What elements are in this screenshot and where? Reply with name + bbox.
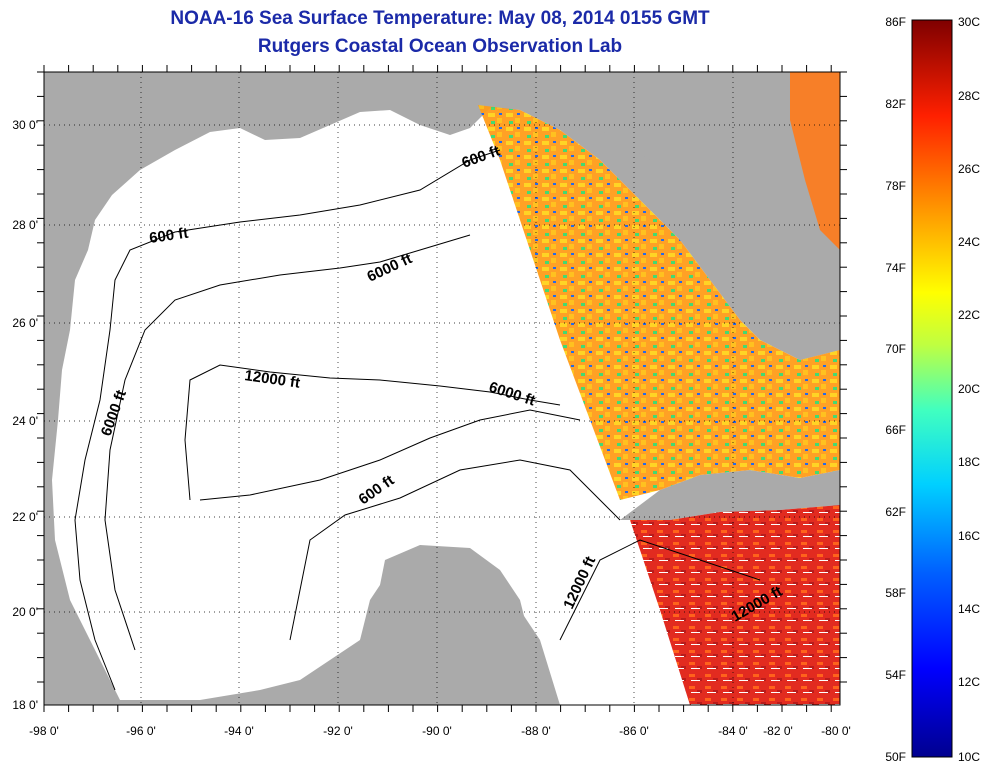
y-tick-label: 26 0': [12, 316, 38, 330]
colorbar-f-labels: 86F 82F 78F 74F 70F 66F 62F 58F 54F 50F: [885, 15, 906, 764]
colorbar-c-label: 30C: [958, 15, 980, 29]
colorbar-c-label: 12C: [958, 675, 980, 689]
x-tick-label: -98 0': [29, 724, 59, 738]
contour-600ft-south: [289, 459, 621, 641]
plot-frame: [43, 71, 841, 706]
colorbar-f-label: 50F: [885, 750, 906, 764]
colorbar-c-label: 22C: [958, 308, 980, 322]
cuba-land: [620, 470, 840, 520]
x-tick-label: -96 0': [126, 724, 156, 738]
colorbar-f-label: 86F: [885, 15, 906, 29]
colorbar-f-label: 58F: [885, 586, 906, 600]
contour-12000ft-east: [559, 539, 761, 641]
colorbar: [911, 19, 953, 758]
contour-6000ft-south: [199, 409, 581, 501]
y-tick-label: 24 0': [12, 414, 38, 428]
y-tick-label: 30 0': [12, 118, 38, 132]
axis-ticks: [37, 65, 847, 712]
colorbar-f-label: 82F: [885, 97, 906, 111]
colorbar-c-labels: 30C 28C 26C 24C 22C 20C 18C 16C 14C 12C …: [958, 15, 980, 764]
x-axis-labels: -98 0' -96 0' -94 0' -92 0' -90 0' -88 0…: [29, 724, 851, 738]
contour-6000ft: [104, 234, 471, 651]
colorbar-c-label: 28C: [958, 89, 980, 103]
x-tick-label: -92 0': [323, 724, 353, 738]
colorbar-c-label: 24C: [958, 235, 980, 249]
colorbar-f-label: 62F: [885, 505, 906, 519]
x-tick-label: -94 0': [224, 724, 254, 738]
sst-swath-north: [478, 105, 840, 500]
contour-12000ft: [184, 364, 561, 501]
colorbar-c-label: 16C: [958, 529, 980, 543]
contour-label: 600 ft: [148, 225, 189, 247]
x-tick-label: -80 0': [821, 724, 851, 738]
colorbar-f-label: 54F: [885, 668, 906, 682]
x-tick-label: -86 0': [619, 724, 649, 738]
yucatan-land: [300, 545, 560, 705]
x-tick-label: -88 0': [521, 724, 551, 738]
colorbar-f-label: 78F: [885, 179, 906, 193]
map-subtitle: Rutgers Coastal Ocean Observation Lab: [257, 36, 623, 57]
colorbar-f-label: 70F: [885, 342, 906, 356]
y-tick-label: 22 0': [12, 510, 38, 524]
colorbar-c-label: 26C: [958, 162, 980, 176]
sst-swath-south: [630, 505, 840, 705]
colorbar-f-label: 74F: [885, 261, 906, 275]
colorbar-c-label: 18C: [958, 455, 980, 469]
sst-atlantic: [790, 72, 840, 250]
colorbar-c-label: 14C: [958, 602, 980, 616]
y-tick-label: 28 0': [12, 218, 38, 232]
colorbar-f-label: 66F: [885, 423, 906, 437]
map-title: NOAA-16 Sea Surface Temperature: May 08,…: [170, 8, 710, 29]
colorbar-c-label: 10C: [958, 750, 980, 764]
x-tick-label: -84 0': [718, 724, 748, 738]
y-tick-label: 18 0': [12, 698, 38, 712]
y-axis-labels: 30 0' 28 0' 26 0' 24 0' 22 0' 20 0' 18 0…: [12, 118, 38, 712]
contour-600ft: [74, 149, 501, 691]
graticule: [44, 72, 840, 705]
florida-land: [560, 72, 840, 360]
x-tick-label: -82 0': [763, 724, 793, 738]
y-tick-label: 20 0': [12, 605, 38, 619]
colorbar-c-label: 20C: [958, 382, 980, 396]
x-tick-label: -90 0': [422, 724, 452, 738]
